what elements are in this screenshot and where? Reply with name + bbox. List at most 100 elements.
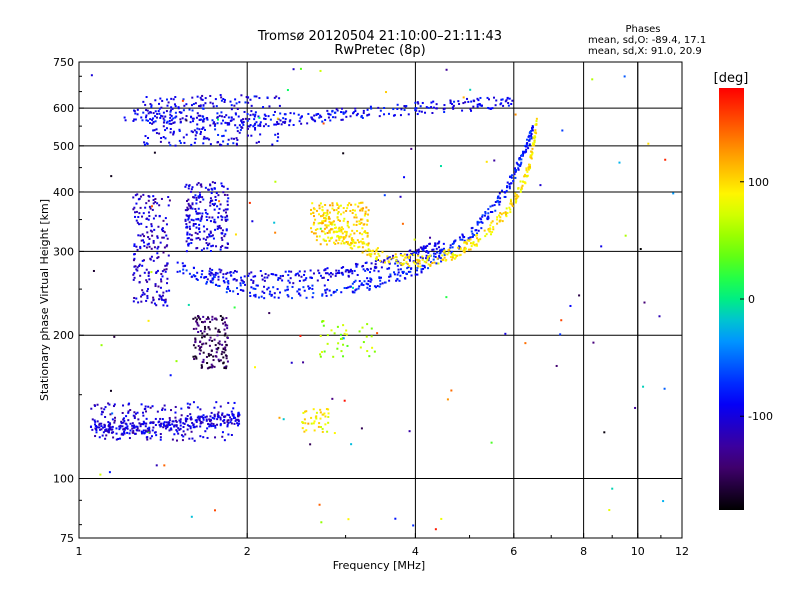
echo-point xyxy=(454,254,457,257)
echo-point xyxy=(113,403,116,406)
echo-point xyxy=(478,103,481,106)
echo-point xyxy=(182,136,185,139)
echo-point xyxy=(166,237,169,240)
echo-point xyxy=(400,264,403,267)
echo-point xyxy=(354,213,357,216)
echo-point xyxy=(535,120,538,123)
echo-point xyxy=(420,271,423,274)
echo-point xyxy=(206,137,209,140)
echo-point xyxy=(490,221,493,224)
echo-point xyxy=(491,231,494,234)
echo-point xyxy=(299,117,302,120)
echo-point xyxy=(159,140,162,143)
echo-point xyxy=(261,278,264,281)
echo-point xyxy=(506,186,509,189)
echo-point xyxy=(268,293,271,296)
echo-point xyxy=(232,271,235,274)
echo-point xyxy=(366,232,369,235)
echo-point xyxy=(427,259,430,262)
echo-point xyxy=(416,266,419,269)
echo-point xyxy=(123,116,126,119)
echo-point xyxy=(169,131,172,134)
echo-point xyxy=(151,234,154,237)
echo-point xyxy=(337,207,340,210)
echo-point xyxy=(139,425,142,428)
echo-point xyxy=(530,154,533,157)
echo-point xyxy=(108,471,111,474)
echo-point xyxy=(162,136,165,139)
echo-point xyxy=(424,245,427,248)
echo-point xyxy=(522,181,525,184)
echo-point xyxy=(188,425,191,428)
echo-point xyxy=(478,221,481,224)
echo-point xyxy=(209,320,212,323)
echo-point xyxy=(209,124,212,127)
echo-point xyxy=(142,111,145,114)
echo-point xyxy=(322,324,325,327)
echo-point xyxy=(166,282,169,285)
echo-point xyxy=(230,422,233,425)
plot-area xyxy=(78,61,683,539)
echo-point xyxy=(145,225,148,228)
echo-point xyxy=(318,235,321,238)
echo-point xyxy=(414,101,417,104)
echo-point xyxy=(406,263,409,266)
echo-point xyxy=(299,294,302,297)
echo-point xyxy=(388,279,391,282)
echo-point xyxy=(344,236,347,239)
echo-point xyxy=(194,346,197,349)
echo-point xyxy=(339,337,342,340)
echo-point xyxy=(291,297,294,300)
echo-point xyxy=(330,228,333,231)
echo-point xyxy=(513,173,516,176)
echo-point xyxy=(223,347,226,350)
echo-point xyxy=(182,422,185,425)
echo-point xyxy=(267,125,270,128)
echo-point xyxy=(361,227,364,230)
echo-point xyxy=(202,198,205,201)
echo-point xyxy=(173,433,176,436)
echo-point xyxy=(185,250,188,253)
echo-point xyxy=(528,165,531,168)
echo-point xyxy=(212,273,215,276)
echo-point xyxy=(226,324,229,327)
echo-point xyxy=(307,422,310,425)
echo-point xyxy=(214,273,217,276)
echo-point xyxy=(321,430,324,433)
echo-point xyxy=(332,290,335,293)
echo-point xyxy=(98,426,101,429)
echo-point xyxy=(206,212,209,215)
echo-point xyxy=(397,260,400,263)
echo-point xyxy=(354,110,357,113)
echo-point xyxy=(364,249,367,252)
echo-point xyxy=(526,170,529,173)
echo-point xyxy=(220,144,223,147)
echo-point xyxy=(323,269,326,272)
echo-point xyxy=(147,319,150,322)
echo-point xyxy=(139,234,142,237)
echo-point xyxy=(366,235,369,238)
echo-point xyxy=(334,274,337,277)
echo-point xyxy=(502,212,505,215)
echo-point xyxy=(292,68,295,71)
echo-point xyxy=(663,387,666,390)
echo-point xyxy=(199,219,202,222)
echo-point xyxy=(228,123,231,126)
echo-point xyxy=(100,425,103,428)
echo-point xyxy=(394,262,397,265)
echo-point xyxy=(394,517,397,520)
echo-point xyxy=(145,142,148,145)
echo-point xyxy=(435,262,438,265)
echo-point xyxy=(494,200,497,203)
echo-point xyxy=(338,227,341,230)
echo-point xyxy=(533,141,536,144)
echo-point xyxy=(164,298,167,301)
echo-point xyxy=(100,422,103,425)
echo-point xyxy=(135,210,138,213)
echo-point xyxy=(190,234,193,237)
echo-point xyxy=(140,222,143,225)
echo-point xyxy=(185,103,188,106)
echo-point xyxy=(360,282,363,285)
echo-point xyxy=(329,272,332,275)
echo-point xyxy=(187,406,190,409)
